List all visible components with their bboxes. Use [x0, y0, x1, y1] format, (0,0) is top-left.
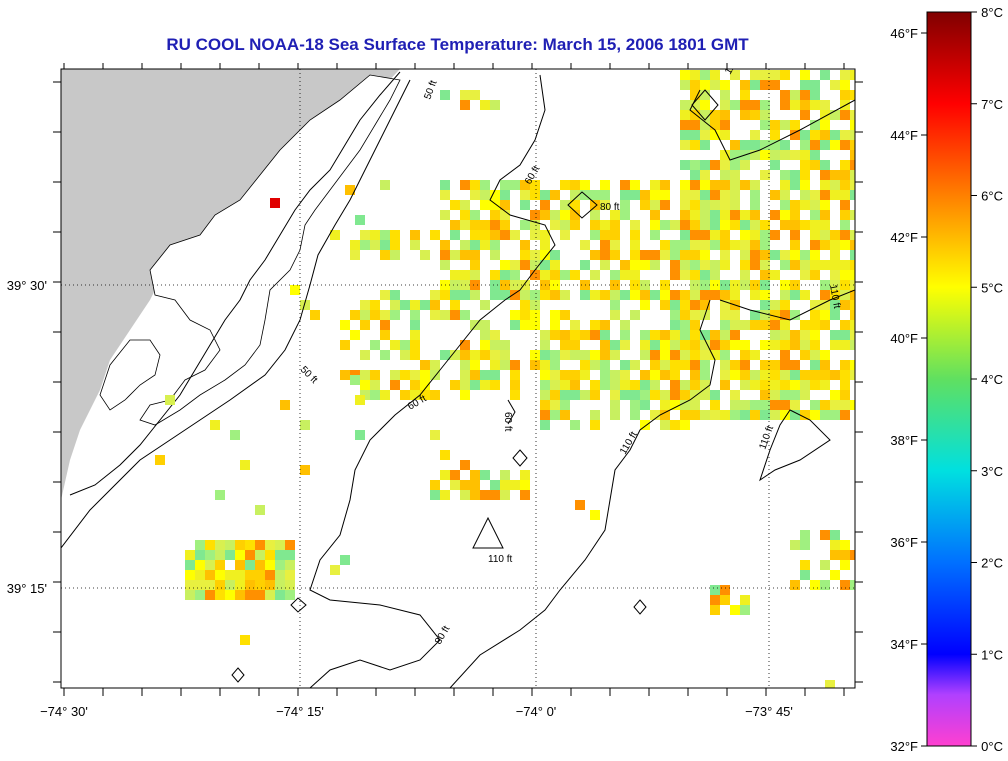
colorbar-c-label: 6°C [981, 189, 1003, 204]
map-frame [60, 68, 856, 689]
land-mass [61, 69, 400, 500]
colorbar-c-label: 5°C [981, 280, 1003, 295]
colorbar-labels: 46°F 44°F 42°F 40°F 38°F 36°F 34°F 32°F 8°C 7°C 6°… [890, 5, 1003, 754]
contour-label: 110 ft [488, 554, 512, 565]
x-tick-label: −74° 15' [276, 704, 324, 719]
colorbar-c-label: 8°C [981, 5, 1003, 20]
contour-label: 60 ft [502, 412, 513, 432]
colorbar-f-label: 38°F [890, 433, 918, 448]
contour-label: 110 ft [723, 50, 745, 77]
colorbar-f-label: 36°F [890, 535, 918, 550]
colorbar-f-label: 34°F [890, 637, 918, 652]
contour-label: 110 ft [827, 284, 842, 310]
colorbar-c-label: 7°C [981, 97, 1003, 112]
coastline [69, 71, 401, 496]
colorbar-f-label: 42°F [890, 230, 918, 245]
bay-area-2 [99, 339, 161, 411]
frame-ticks [53, 63, 863, 696]
colorbar-f-label: 44°F [890, 128, 918, 143]
colorbar-c-label: 3°C [981, 464, 1003, 479]
x-tick-label: −73° 45' [745, 704, 793, 719]
depth-contours [61, 74, 855, 688]
x-tick-label: −74° 30' [40, 704, 88, 719]
y-tick-label: 39° 30' [7, 278, 47, 293]
x-tick-label: −74° 0' [516, 704, 557, 719]
y-tick-label: 39° 15' [7, 581, 47, 596]
colorbar-c-label: 2°C [981, 556, 1003, 571]
grid [61, 69, 855, 688]
colorbar-c-label: 1°C [981, 647, 1003, 662]
colorbar [926, 11, 972, 747]
colorbar-c-label: 4°C [981, 372, 1003, 387]
sst-pixels [155, 70, 855, 688]
map-title: RU COOL NOAA-18 Sea Surface Temperature:… [166, 35, 749, 54]
contour-label: 80 ft [600, 202, 620, 213]
colorbar-c-label: 0°C [981, 739, 1003, 754]
colorbar-f-label: 46°F [890, 26, 918, 41]
colorbar-f-label: 40°F [890, 331, 918, 346]
colorbar-f-label: 32°F [890, 739, 918, 754]
